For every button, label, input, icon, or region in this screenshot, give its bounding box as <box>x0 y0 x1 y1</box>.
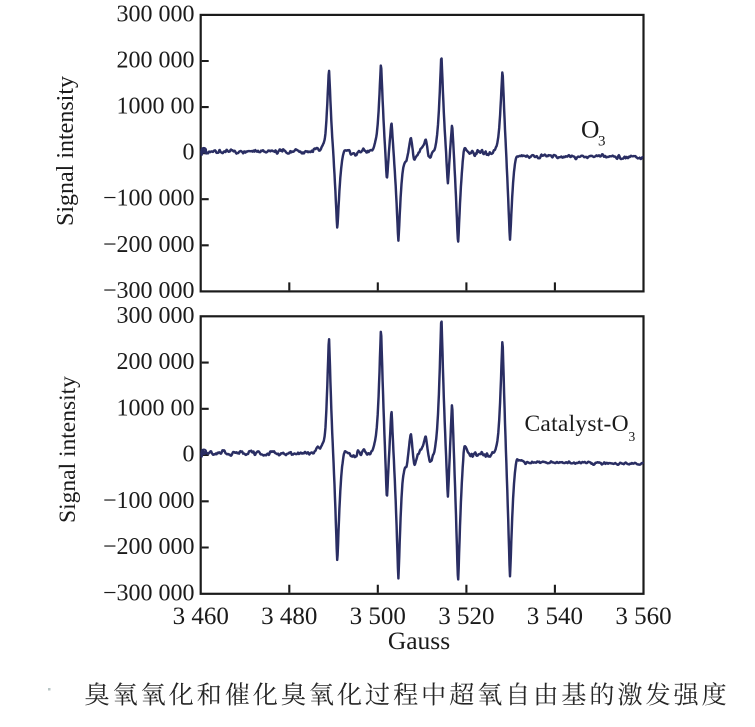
svg-text:300 000: 300 000 <box>117 1 195 27</box>
svg-text:Catalyst-O: Catalyst-O <box>525 411 629 437</box>
svg-text:0: 0 <box>183 442 195 468</box>
svg-text:3: 3 <box>629 429 636 444</box>
svg-text:0: 0 <box>183 140 195 166</box>
svg-text:−200 000: −200 000 <box>103 534 195 560</box>
svg-text:1000 00: 1000 00 <box>117 94 195 120</box>
svg-text:1000 00: 1000 00 <box>117 395 195 421</box>
svg-text:Signal intensity: Signal intensity <box>53 76 79 226</box>
svg-text:−100 000: −100 000 <box>103 488 195 514</box>
svg-text:Gauss: Gauss <box>388 626 450 655</box>
svg-text:3 540: 3 540 <box>527 603 583 630</box>
svg-text:200 000: 200 000 <box>117 349 195 375</box>
svg-text:3 500: 3 500 <box>350 603 406 630</box>
svg-text:3 520: 3 520 <box>438 603 494 630</box>
svg-text:−300 000: −300 000 <box>103 278 195 304</box>
svg-text:−200 000: −200 000 <box>103 232 195 258</box>
svg-text:300 000: 300 000 <box>117 303 195 329</box>
svg-text:200 000: 200 000 <box>117 48 195 74</box>
svg-text:−100 000: −100 000 <box>103 186 195 212</box>
svg-text:Signal intensity: Signal intensity <box>55 376 81 523</box>
svg-text:3: 3 <box>598 134 606 150</box>
svg-text:−300 000: −300 000 <box>103 580 195 606</box>
svg-text:O: O <box>581 115 599 144</box>
svg-text:3 460: 3 460 <box>173 603 229 630</box>
svg-text:3 480: 3 480 <box>261 603 317 630</box>
svg-text:3 560: 3 560 <box>615 603 671 630</box>
